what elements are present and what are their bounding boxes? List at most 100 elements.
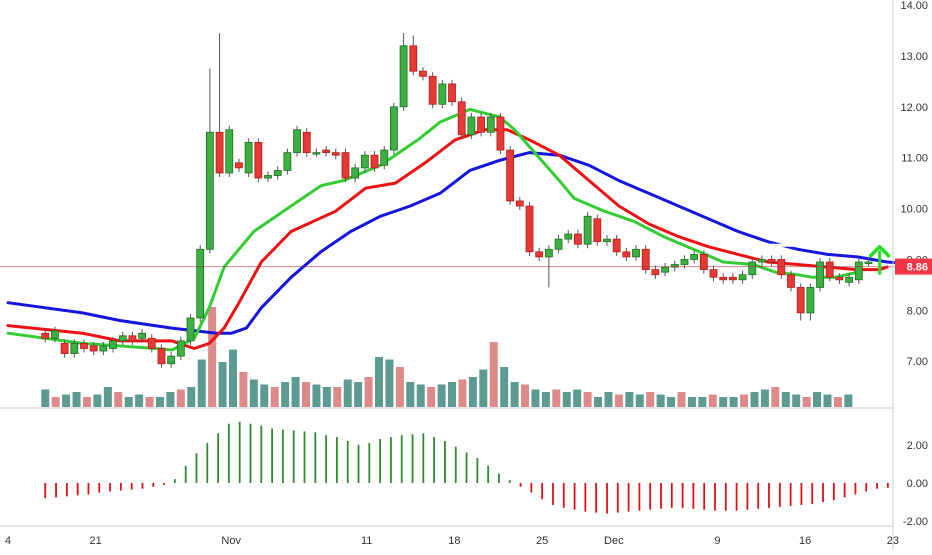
candle — [467, 112, 476, 139]
volume-bar — [208, 307, 217, 407]
candle — [845, 273, 854, 287]
candle — [419, 67, 427, 81]
candle-body — [438, 83, 447, 105]
candle — [816, 257, 824, 292]
volume-bar — [667, 397, 676, 407]
candle — [457, 97, 466, 139]
candle — [728, 273, 737, 284]
candle — [157, 344, 166, 368]
candle-body — [496, 116, 505, 151]
arrow-head — [868, 244, 891, 258]
candle — [147, 334, 156, 353]
candle-body — [244, 142, 253, 174]
candle-body — [322, 149, 331, 154]
volume-bar — [823, 394, 832, 407]
volume-bar — [249, 379, 258, 407]
volume-bar — [583, 392, 592, 407]
volume-bar — [531, 389, 540, 407]
candle — [51, 326, 59, 343]
volume-bar — [62, 394, 71, 407]
candle-body — [728, 276, 737, 281]
candle-body — [254, 142, 263, 179]
candle — [438, 79, 447, 109]
candle-body — [380, 149, 389, 166]
candle-body — [515, 200, 524, 207]
candle-body — [351, 167, 360, 179]
oscillator-tick-label: 2.00 — [907, 440, 928, 452]
candle-body — [419, 70, 427, 77]
candle-body — [845, 276, 854, 283]
candle — [390, 102, 398, 155]
candle-body — [147, 337, 156, 349]
candle-body — [109, 340, 117, 349]
candle-body — [670, 264, 679, 268]
time-tick-label: 21 — [90, 535, 102, 547]
volume-bar — [604, 392, 613, 407]
candle-body — [593, 218, 602, 243]
volume-bar — [541, 392, 550, 407]
candle-body — [680, 259, 689, 265]
candle — [738, 270, 747, 284]
candle-body — [186, 317, 195, 342]
volume-bar — [521, 384, 530, 407]
candle-body — [864, 261, 873, 264]
time-tick-label: Dec — [604, 535, 624, 547]
candle-body — [51, 330, 59, 339]
candle — [176, 336, 185, 361]
candle-body — [409, 45, 418, 72]
volume-bar — [406, 382, 415, 407]
volume-bar — [573, 389, 582, 407]
candle-body — [506, 149, 515, 202]
volume-bar — [218, 362, 227, 407]
candle-body — [399, 45, 408, 108]
time-tick-label: Nov — [221, 535, 241, 547]
volume-bar — [135, 394, 144, 407]
candle — [670, 260, 679, 272]
candle-body — [390, 106, 398, 151]
candle-body — [651, 269, 660, 276]
volume-bar — [176, 389, 185, 407]
candle — [496, 112, 505, 155]
price-tick-label: 7.00 — [907, 356, 928, 368]
candle — [690, 250, 699, 264]
candle — [758, 255, 766, 267]
candle — [564, 229, 573, 244]
volume-bar — [594, 397, 603, 407]
volume-bar — [51, 397, 60, 407]
candle — [60, 339, 69, 358]
volume-bar — [614, 394, 623, 407]
candle — [864, 257, 873, 267]
price-tick-label: 13.00 — [900, 51, 928, 63]
candle-body — [709, 269, 718, 278]
price-badge-bg — [895, 258, 932, 275]
candle-body — [796, 287, 805, 314]
candle-body — [341, 152, 350, 179]
candle-body — [632, 248, 640, 258]
candle — [632, 245, 640, 261]
candle-body — [767, 259, 776, 263]
candle — [196, 245, 205, 323]
candle — [835, 273, 844, 284]
candle-body — [176, 340, 185, 357]
candle-body — [448, 83, 456, 103]
candle — [99, 341, 108, 356]
volume-bar — [458, 379, 467, 407]
candle — [641, 245, 650, 274]
candle — [351, 163, 360, 183]
volume-bar — [489, 342, 498, 407]
volume-layer — [41, 307, 853, 407]
volume-bar — [260, 384, 269, 407]
candle-body — [738, 274, 747, 281]
candle-body — [486, 116, 495, 133]
candle — [283, 148, 292, 175]
candle — [205, 68, 214, 254]
volume-bar — [510, 382, 519, 407]
price-tick-label: 8.00 — [907, 305, 928, 317]
volume-bar — [729, 397, 738, 407]
candle-body — [302, 131, 311, 154]
candle-body — [699, 253, 708, 271]
price-tick-label: 10.00 — [900, 204, 928, 216]
candle-body — [477, 116, 485, 133]
